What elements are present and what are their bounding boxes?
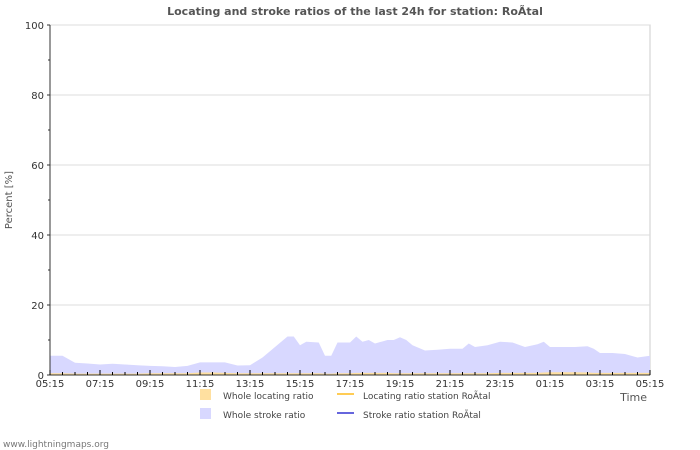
legend-item[interactable]: Whole stroke ratio (200, 408, 306, 421)
x-tick-label: 05:15 (636, 379, 665, 390)
footer-credit: www.lightningmaps.org (3, 440, 109, 450)
legend-label: Stroke ratio station RoÃtal (363, 410, 481, 421)
x-tick-label: 13:15 (236, 379, 265, 390)
legend-item[interactable]: Locating ratio station RoÃtal (337, 391, 490, 402)
legend-swatch (200, 408, 211, 419)
x-tick-label: 09:15 (136, 379, 165, 390)
y-tick-label: 20 (31, 301, 44, 312)
x-tick-label: 11:15 (186, 379, 215, 390)
chart-title: Locating and stroke ratios of the last 2… (167, 5, 543, 18)
x-tick-label: 17:15 (336, 379, 365, 390)
legend-label: Whole stroke ratio (223, 411, 306, 421)
legend-label: Whole locating ratio (223, 392, 314, 402)
y-axis-label: Percent [%] (4, 171, 15, 229)
x-tick-label: 05:15 (36, 379, 65, 390)
y-tick-label: 0 (38, 371, 44, 382)
series-area-0 (50, 336, 650, 375)
x-tick-label: 03:15 (586, 379, 615, 390)
x-tick-label: 07:15 (86, 379, 115, 390)
x-tick-label: 15:15 (286, 379, 315, 390)
y-tick-label: 100 (25, 21, 44, 32)
x-tick-label: 21:15 (436, 379, 465, 390)
y-tick-label: 40 (31, 231, 44, 242)
x-tick-label: 23:15 (486, 379, 515, 390)
legend-label: Locating ratio station RoÃtal (363, 391, 490, 402)
y-tick-label: 80 (31, 91, 44, 102)
legend-item[interactable]: Whole locating ratio (200, 389, 314, 402)
legend-swatch (200, 389, 211, 400)
x-tick-label: 19:15 (386, 379, 415, 390)
plot-area (49, 24, 651, 376)
x-tick-label: 01:15 (536, 379, 565, 390)
x-axis-label: Time (619, 391, 647, 404)
y-tick-label: 60 (31, 161, 44, 172)
legend-item[interactable]: Stroke ratio station RoÃtal (337, 410, 481, 421)
